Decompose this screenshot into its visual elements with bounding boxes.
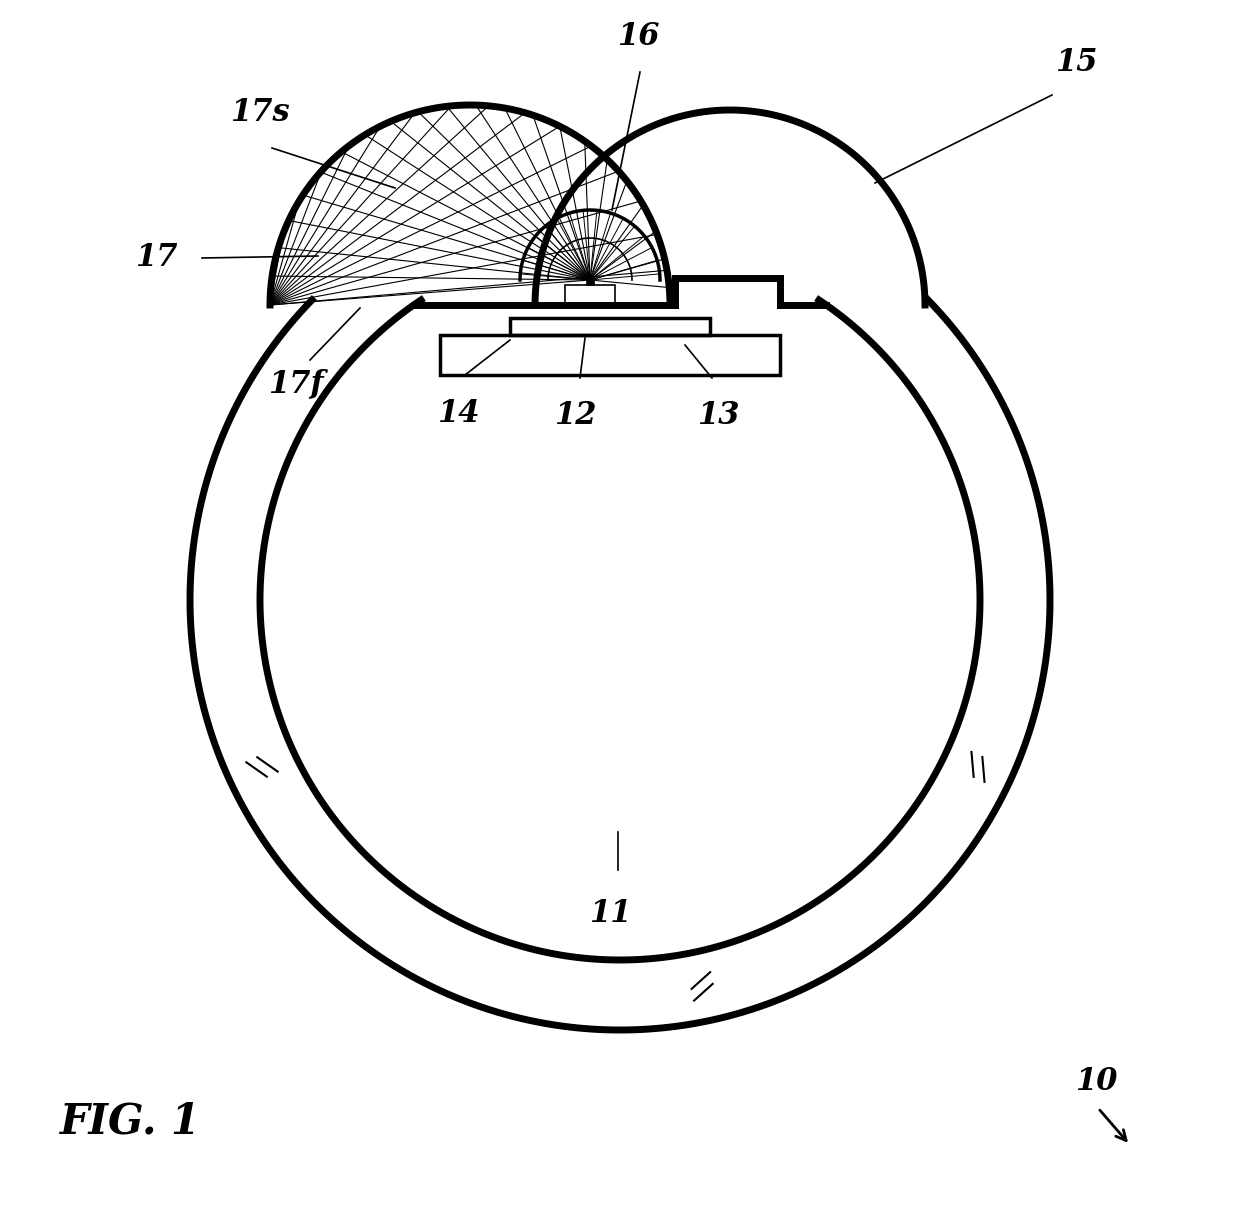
Text: FIG. 1: FIG. 1 (60, 1100, 201, 1141)
Text: 10: 10 (1075, 1066, 1117, 1097)
Text: 14: 14 (436, 399, 479, 429)
Text: 13: 13 (697, 400, 739, 430)
Text: 17s: 17s (229, 97, 290, 128)
Text: 15: 15 (1055, 47, 1097, 77)
Bar (440, 335, 780, 375)
Bar (565, 285, 615, 305)
Text: 12: 12 (554, 400, 596, 430)
Bar (587, 280, 594, 285)
Text: 17f: 17f (268, 368, 324, 399)
Text: 16: 16 (616, 21, 660, 52)
Text: 11: 11 (589, 898, 631, 929)
Text: 17: 17 (135, 242, 179, 273)
Bar (510, 319, 711, 335)
